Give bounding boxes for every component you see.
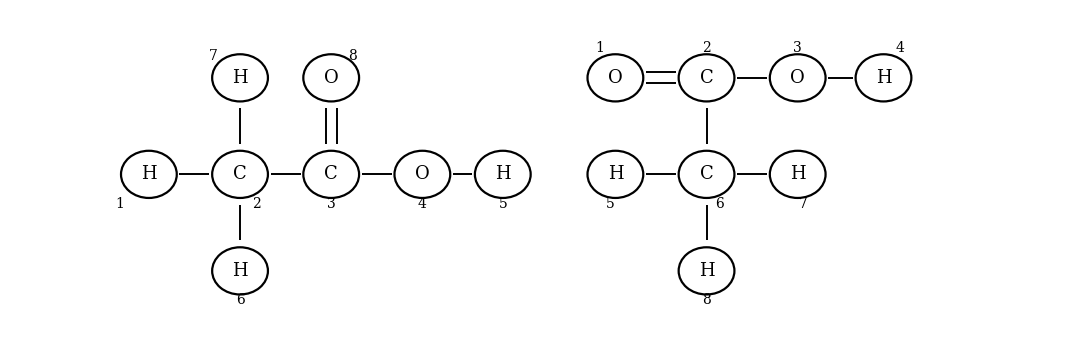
- Text: H: H: [141, 165, 156, 183]
- Ellipse shape: [394, 151, 451, 198]
- Text: 2: 2: [703, 41, 711, 55]
- Ellipse shape: [212, 247, 268, 294]
- Text: 2: 2: [252, 197, 261, 211]
- Text: 4: 4: [418, 197, 427, 211]
- Text: H: H: [232, 69, 248, 87]
- Ellipse shape: [679, 247, 734, 294]
- Text: 8: 8: [703, 293, 711, 307]
- Text: 6: 6: [236, 293, 244, 307]
- Text: 7: 7: [209, 49, 217, 64]
- Text: H: H: [495, 165, 510, 183]
- Text: O: O: [608, 69, 622, 87]
- Text: 4: 4: [895, 41, 904, 55]
- Text: 1: 1: [115, 197, 124, 211]
- Text: 1: 1: [595, 41, 604, 55]
- Ellipse shape: [212, 151, 268, 198]
- Text: 5: 5: [606, 197, 615, 211]
- Text: O: O: [791, 69, 805, 87]
- Ellipse shape: [856, 54, 911, 101]
- Ellipse shape: [475, 151, 531, 198]
- Text: C: C: [699, 165, 714, 183]
- Ellipse shape: [303, 54, 359, 101]
- Ellipse shape: [679, 151, 734, 198]
- Ellipse shape: [212, 54, 268, 101]
- Text: H: H: [790, 165, 806, 183]
- Ellipse shape: [303, 151, 359, 198]
- Text: C: C: [699, 69, 714, 87]
- Text: 7: 7: [798, 197, 808, 211]
- Text: 3: 3: [327, 197, 336, 211]
- Text: 6: 6: [716, 197, 724, 211]
- Text: O: O: [415, 165, 430, 183]
- Ellipse shape: [679, 54, 734, 101]
- Ellipse shape: [588, 151, 643, 198]
- Text: 3: 3: [793, 41, 803, 55]
- Text: 8: 8: [349, 49, 357, 64]
- Text: 5: 5: [498, 197, 507, 211]
- Ellipse shape: [770, 54, 825, 101]
- Ellipse shape: [770, 151, 825, 198]
- Text: C: C: [325, 165, 338, 183]
- Text: C: C: [233, 165, 247, 183]
- Text: H: H: [875, 69, 892, 87]
- Ellipse shape: [588, 54, 643, 101]
- Text: H: H: [232, 262, 248, 280]
- Ellipse shape: [121, 151, 177, 198]
- Text: H: H: [607, 165, 623, 183]
- Text: H: H: [698, 262, 715, 280]
- Text: O: O: [324, 69, 339, 87]
